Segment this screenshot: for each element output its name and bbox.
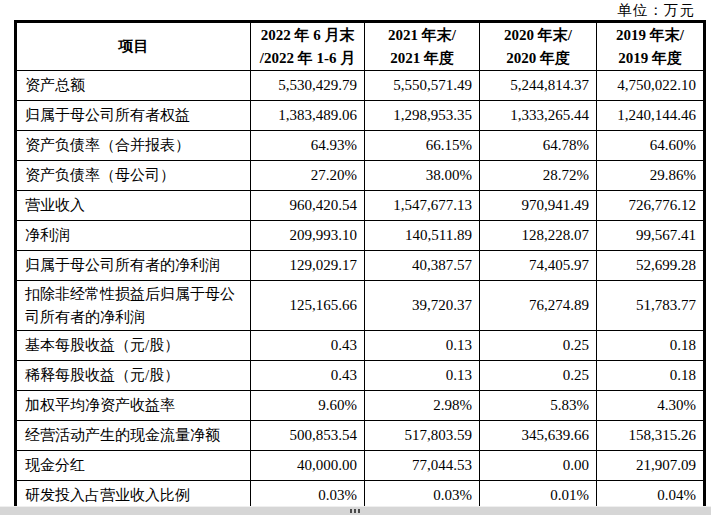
table-row: 基本每股收益（元/股） 0.43 0.13 0.25 0.18: [16, 331, 705, 361]
table-row: 扣除非经常性损益后归属于母公司所有者的净利润 125,165.66 39,720…: [16, 281, 705, 331]
row-label: 稀释每股收益（元/股）: [16, 361, 251, 391]
row-value: 1,298,953.35: [365, 101, 480, 131]
table-row: 资产总额 5,530,429.79 5,550,571.49 5,244,814…: [16, 71, 705, 101]
row-value: 40,387.57: [365, 251, 480, 281]
header-period-2022-line1: 2022 年 6 月末: [261, 27, 355, 43]
row-value: 51,783.77: [597, 281, 705, 331]
row-value: 1,240,144.46: [597, 101, 705, 131]
horizontal-scrollbar[interactable]: [0, 506, 711, 515]
row-value: 0.25: [480, 331, 597, 361]
table-row: 净利润 209,993.10 140,511.89 128,228.07 99,…: [16, 221, 705, 251]
row-value: 21,907.09: [597, 451, 705, 481]
row-value: 5,244,814.37: [480, 71, 597, 101]
row-value: 40,000.00: [251, 451, 365, 481]
header-period-2022: 2022 年 6 月末/2022 年 1-6 月: [251, 22, 365, 71]
row-label: 净利润: [16, 221, 251, 251]
header-period-2019-line2: 2019 年度: [618, 50, 682, 66]
row-value: 140,511.89: [365, 221, 480, 251]
row-label: 加权平均净资产收益率: [16, 391, 251, 421]
row-value: 4.30%: [597, 391, 705, 421]
row-value: 0.43: [251, 331, 365, 361]
table-row: 归属于母公司所有者权益 1,383,489.06 1,298,953.35 1,…: [16, 101, 705, 131]
row-value: 5,550,571.49: [365, 71, 480, 101]
row-value: 125,165.66: [251, 281, 365, 331]
row-value: 158,315.26: [597, 421, 705, 451]
row-label: 资产负债率（母公司）: [16, 161, 251, 191]
row-value: 0.18: [597, 331, 705, 361]
table-row: 加权平均净资产收益率 9.60% 2.98% 5.83% 4.30%: [16, 391, 705, 421]
row-value: 2.98%: [365, 391, 480, 421]
row-value: 1,333,265.44: [480, 101, 597, 131]
table-row: 归属于母公司所有者的净利润 129,029.17 40,387.57 74,40…: [16, 251, 705, 281]
row-value: 76,274.89: [480, 281, 597, 331]
row-value: 0.25: [480, 361, 597, 391]
row-value: 74,405.97: [480, 251, 597, 281]
row-value: 5,530,429.79: [251, 71, 365, 101]
row-value: 5.83%: [480, 391, 597, 421]
row-value: 29.86%: [597, 161, 705, 191]
header-period-2020-line2: 2020 年度: [506, 50, 570, 66]
row-label: 经营活动产生的现金流量净额: [16, 421, 251, 451]
row-label: 基本每股收益（元/股）: [16, 331, 251, 361]
row-value: 0.18: [597, 361, 705, 391]
row-value: 0.13: [365, 331, 480, 361]
row-value: 64.60%: [597, 131, 705, 161]
table-header-row: 项目 2022 年 6 月末/2022 年 1-6 月 2021 年末/2021…: [16, 22, 705, 71]
scrollbar-grip-icon[interactable]: [350, 509, 361, 513]
row-label: 现金分红: [16, 451, 251, 481]
unit-label: 单位：万元: [618, 1, 696, 20]
header-item: 项目: [16, 22, 251, 71]
row-value: 64.93%: [251, 131, 365, 161]
row-value: 66.15%: [365, 131, 480, 161]
table-row: 营业收入 960,420.54 1,547,677.13 970,941.49 …: [16, 191, 705, 221]
row-value: 0.13: [365, 361, 480, 391]
table-row: 经营活动产生的现金流量净额 500,853.54 517,803.59 345,…: [16, 421, 705, 451]
row-label: 归属于母公司所有者权益: [16, 101, 251, 131]
row-value: 209,993.10: [251, 221, 365, 251]
row-value: 99,567.41: [597, 221, 705, 251]
row-value: 9.60%: [251, 391, 365, 421]
row-value: 1,383,489.06: [251, 101, 365, 131]
table-row: 现金分红 40,000.00 77,044.53 0.00 21,907.09: [16, 451, 705, 481]
header-period-2021: 2021 年末/2021 年度: [365, 22, 480, 71]
row-value: 960,420.54: [251, 191, 365, 221]
row-value: 39,720.37: [365, 281, 480, 331]
financial-summary-table: 项目 2022 年 6 月末/2022 年 1-6 月 2021 年末/2021…: [14, 20, 706, 512]
row-value: 128,228.07: [480, 221, 597, 251]
row-label: 资产总额: [16, 71, 251, 101]
row-value: 27.20%: [251, 161, 365, 191]
row-value: 0.43: [251, 361, 365, 391]
row-value: 4,750,022.10: [597, 71, 705, 101]
row-value: 129,029.17: [251, 251, 365, 281]
row-value: 38.00%: [365, 161, 480, 191]
table-row: 稀释每股收益（元/股） 0.43 0.13 0.25 0.18: [16, 361, 705, 391]
row-value: 52,699.28: [597, 251, 705, 281]
row-label: 归属于母公司所有者的净利润: [16, 251, 251, 281]
row-value: 500,853.54: [251, 421, 365, 451]
row-value: 0.00: [480, 451, 597, 481]
row-value: 1,547,677.13: [365, 191, 480, 221]
row-label: 资产负债率（合并报表）: [16, 131, 251, 161]
table-row: 资产负债率（母公司） 27.20% 38.00% 28.72% 29.86%: [16, 161, 705, 191]
header-period-2020-line1: 2020 年末/: [504, 27, 572, 43]
row-value: 64.78%: [480, 131, 597, 161]
row-value: 77,044.53: [365, 451, 480, 481]
header-period-2020: 2020 年末/2020 年度: [480, 22, 597, 71]
row-value: 345,639.66: [480, 421, 597, 451]
header-period-2021-line2: 2021 年度: [390, 50, 454, 66]
header-period-2022-line2: /2022 年 1-6 月: [260, 50, 355, 66]
table-row: 资产负债率（合并报表） 64.93% 66.15% 64.78% 64.60%: [16, 131, 705, 161]
row-value: 726,776.12: [597, 191, 705, 221]
row-value: 28.72%: [480, 161, 597, 191]
header-period-2019-line1: 2019 年末/: [616, 27, 684, 43]
header-period-2019: 2019 年末/2019 年度: [597, 22, 705, 71]
row-label: 营业收入: [16, 191, 251, 221]
row-value: 970,941.49: [480, 191, 597, 221]
header-period-2021-line1: 2021 年末/: [388, 27, 456, 43]
row-value: 517,803.59: [365, 421, 480, 451]
row-label: 扣除非经常性损益后归属于母公司所有者的净利润: [16, 281, 251, 331]
